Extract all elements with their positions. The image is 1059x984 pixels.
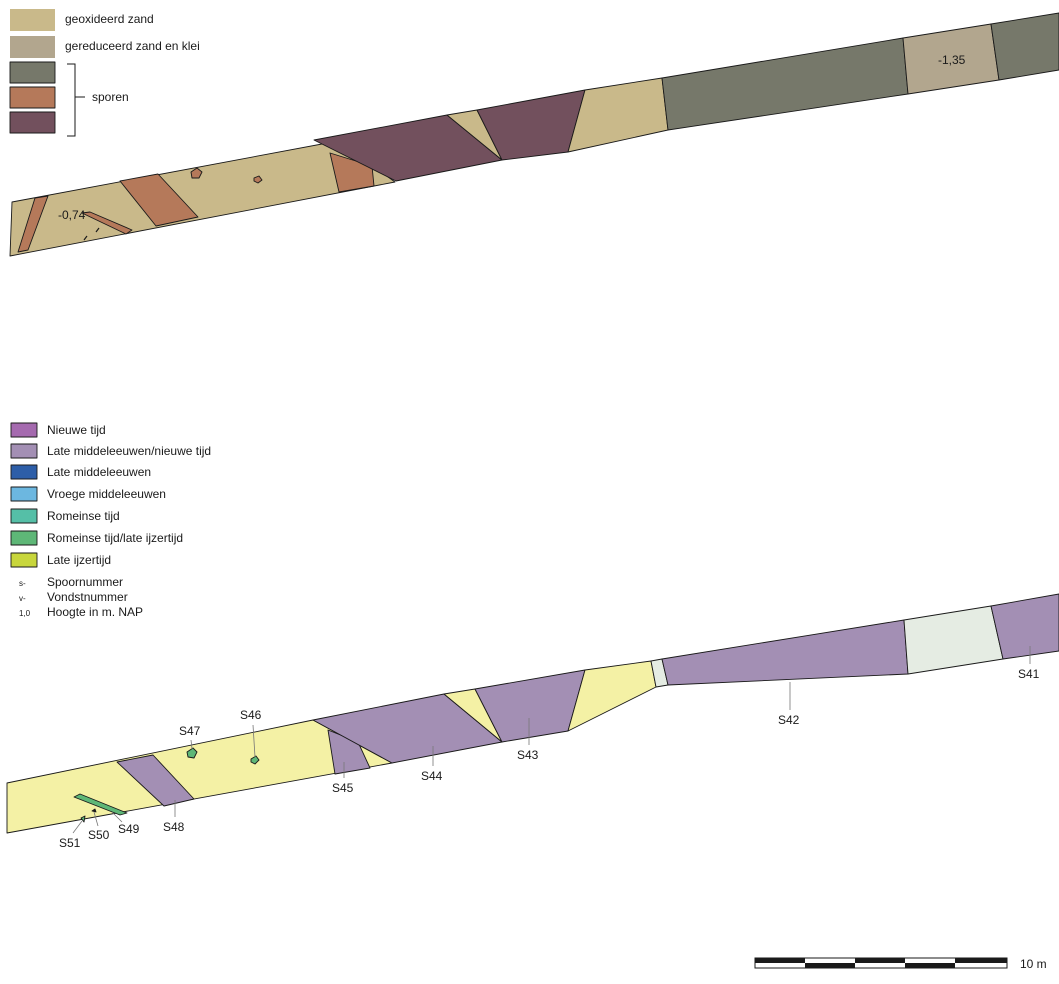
trace-label-s46: S46 xyxy=(240,708,262,722)
top-band-sand-2 xyxy=(567,77,669,153)
trace-s50 xyxy=(91,808,97,813)
legend-swatch-trace-brown xyxy=(9,86,56,109)
legend-label-geoxidized-sand: geoxideerd zand xyxy=(65,12,154,26)
leader-s49 xyxy=(111,811,123,823)
legend-swatch-romeinse-tijd xyxy=(10,508,38,524)
top-height-label-left: -0,74 xyxy=(58,208,86,222)
legend-label-late-me: Late middeleeuwen xyxy=(47,465,151,479)
legend-label-romeinse-late-ijzertijd: Romeinse tijd/late ijzertijd xyxy=(47,531,183,545)
legend-key-height: Hoogte in m. NAP xyxy=(47,605,143,619)
scale-bar-label: 10 m xyxy=(1020,957,1047,971)
legend-swatch-geoxidized-sand xyxy=(10,9,55,31)
bottom-band-grey-2 xyxy=(903,605,1004,675)
trace-s48 xyxy=(116,754,195,807)
legend-swatch-trace-olive xyxy=(9,61,56,84)
top-legend: geoxideerd zand gereduceerd zand en klei… xyxy=(9,9,200,137)
leader-s46 xyxy=(252,724,256,758)
legend-swatch-romeinse-late-ijzertijd xyxy=(10,530,38,546)
bottom-legend: Nieuwe tijd Late middeleeuwen/nieuwe tij… xyxy=(10,422,211,619)
top-trace-brown-2 xyxy=(119,173,199,227)
trace-label-s42: S42 xyxy=(778,713,800,727)
trace-label-s48: S48 xyxy=(163,820,185,834)
legend-label-traces: sporen xyxy=(92,90,129,104)
leader-s50 xyxy=(93,811,99,827)
legend-key-spoornummer: Spoornummer xyxy=(47,575,123,589)
trace-label-s51: S51 xyxy=(59,836,81,850)
legend-traces-bracket xyxy=(67,63,85,137)
legend-swatch-nieuwe-tijd xyxy=(10,422,38,438)
legend-label-nieuwe-tijd: Nieuwe tijd xyxy=(47,423,106,437)
trace-s49 xyxy=(73,793,128,816)
legend-swatch-late-me-nieuwe-tijd xyxy=(10,443,38,459)
scale-bar-seg-4 xyxy=(905,963,955,968)
top-trace-olive-2 xyxy=(990,12,1059,81)
legend-swatch-trace-plum xyxy=(9,111,56,134)
top-height-label-right: -1,35 xyxy=(938,53,966,67)
top-profile: -0,74 -1,35 xyxy=(9,12,1059,257)
leader-s47 xyxy=(190,739,193,750)
trace-label-s47: S47 xyxy=(179,724,201,738)
legend-swatch-vroege-me xyxy=(10,486,38,502)
leader-s51 xyxy=(72,820,83,834)
trace-label-s41: S41 xyxy=(1018,667,1040,681)
legend-key-prefix-spoor: s- xyxy=(19,579,26,588)
scale-bar-seg-3 xyxy=(855,958,905,963)
scale-bar-seg-2 xyxy=(805,963,855,968)
top-band-sand xyxy=(9,140,396,257)
trace-label-s44: S44 xyxy=(421,769,443,783)
legend-label-late-ijzertijd: Late ijzertijd xyxy=(47,553,111,567)
top-trace-blob-1 xyxy=(190,167,203,179)
legend-label-reduced-sand-clay: gereduceerd zand en klei xyxy=(65,39,200,53)
trace-label-s49: S49 xyxy=(118,822,140,836)
trace-s51 xyxy=(80,815,86,823)
top-height-marker-2 xyxy=(83,235,88,241)
scale-bar-seg-5 xyxy=(955,958,1007,963)
trace-s41 xyxy=(990,593,1059,660)
trace-label-s50: S50 xyxy=(88,828,110,842)
top-trace-olive-1 xyxy=(661,37,909,131)
legend-label-romeinse-tijd: Romeinse tijd xyxy=(47,509,120,523)
top-height-marker xyxy=(95,227,100,233)
legend-key-vondstnummer: Vondstnummer xyxy=(47,590,128,604)
trace-label-s45: S45 xyxy=(332,781,354,795)
top-trace-brown-strip xyxy=(81,211,133,235)
scale-bar: 10 m xyxy=(754,957,1047,971)
top-trace-brown-1 xyxy=(17,195,49,253)
legend-swatch-reduced-sand-clay xyxy=(10,36,55,58)
trace-label-s43: S43 xyxy=(517,748,539,762)
trace-s42 xyxy=(661,619,909,686)
legend-swatch-late-me xyxy=(10,464,38,480)
legend-label-late-me-nieuwe-tijd: Late middeleeuwen/nieuwe tijd xyxy=(47,444,211,458)
legend-key-prefix-height: 1,0 xyxy=(19,609,31,618)
legend-swatch-late-ijzertijd xyxy=(10,552,38,568)
legend-key-prefix-vondst: v- xyxy=(19,594,26,603)
scale-bar-seg-1 xyxy=(755,958,805,963)
top-trace-blob-2 xyxy=(253,175,263,184)
bottom-profile: S41 S42 S43 S44 S45 S46 S47 S48 S49 S50 … xyxy=(6,593,1059,850)
legend-label-vroege-me: Vroege middeleeuwen xyxy=(47,487,166,501)
